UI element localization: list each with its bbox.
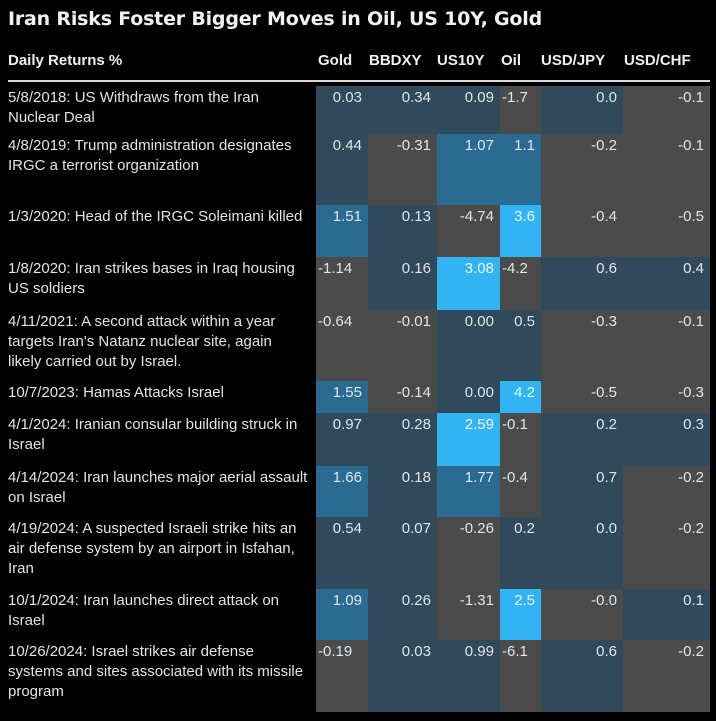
cell-us10y: -0.26 bbox=[437, 517, 500, 589]
cell-gold: 1.66 bbox=[316, 466, 368, 517]
table-row: 4/11/2021: A second attack within a year… bbox=[0, 310, 716, 381]
cell-usdchf: -0.1 bbox=[623, 86, 710, 134]
cell-oil: 0.5 bbox=[500, 310, 541, 381]
event-label: 4/11/2021: A second attack within a year… bbox=[8, 313, 276, 370]
cell-gold: 0.03 bbox=[316, 86, 368, 134]
cell-us10y: 2.59 bbox=[437, 413, 500, 466]
cell-gold: 1.51 bbox=[316, 205, 368, 257]
cell-oil: 2.5 bbox=[500, 589, 541, 640]
cell-usdjpy: -0.0 bbox=[541, 589, 623, 640]
cell-usdjpy: 0.6 bbox=[541, 640, 623, 712]
cell-usdjpy: -0.2 bbox=[541, 134, 623, 205]
event-label: 4/14/2024: Iran launches major aerial as… bbox=[8, 469, 308, 506]
cell-bbdxy: -0.31 bbox=[368, 134, 437, 205]
event-label: 4/19/2024: A suspected Israeli strike hi… bbox=[8, 520, 297, 577]
cell-us10y: -1.31 bbox=[437, 589, 500, 640]
cell-usdjpy: -0.4 bbox=[541, 205, 623, 257]
cell-oil: 4.2 bbox=[500, 381, 541, 413]
cell-usdjpy: 0.2 bbox=[541, 413, 623, 466]
cell-oil: -0.4 bbox=[500, 466, 541, 517]
table-header: Daily Returns % Gold BBDXY US10Y Oil USD… bbox=[0, 52, 716, 80]
cell-oil: -4.2 bbox=[500, 257, 541, 310]
cell-usdchf: -0.2 bbox=[623, 466, 710, 517]
event-label: 1/8/2020: Iran strikes bases in Iraq hou… bbox=[8, 260, 295, 297]
event-label: 10/1/2024: Iran launches direct attack o… bbox=[8, 592, 280, 629]
table-row: 10/26/2024: Israel strikes air defense s… bbox=[0, 640, 716, 712]
cell-bbdxy: -0.14 bbox=[368, 381, 437, 413]
event-label: 10/7/2023: Hamas Attacks Israel bbox=[8, 384, 224, 401]
chart-title: Iran Risks Foster Bigger Moves in Oil, U… bbox=[8, 8, 542, 30]
event-label: 1/3/2020: Head of the IRGC Soleimani kil… bbox=[8, 208, 303, 225]
cell-us10y: 0.00 bbox=[437, 310, 500, 381]
cell-gold: -1.14 bbox=[316, 257, 368, 310]
cell-usdchf: 0.1 bbox=[623, 589, 710, 640]
table-row: 10/1/2024: Iran launches direct attack o… bbox=[0, 589, 716, 640]
cell-oil: 1.1 bbox=[500, 134, 541, 205]
cell-gold: 0.54 bbox=[316, 517, 368, 589]
cell-gold: -0.19 bbox=[316, 640, 368, 712]
cell-oil: -1.7 bbox=[500, 86, 541, 134]
cell-usdchf: -0.1 bbox=[623, 134, 710, 205]
cell-gold: 0.97 bbox=[316, 413, 368, 466]
table-row: 4/1/2024: Iranian consular building stru… bbox=[0, 413, 716, 466]
cell-bbdxy: 0.16 bbox=[368, 257, 437, 310]
cell-gold: 1.55 bbox=[316, 381, 368, 413]
cell-bbdxy: 0.34 bbox=[368, 86, 437, 134]
cell-oil: -0.1 bbox=[500, 413, 541, 466]
cell-us10y: 1.07 bbox=[437, 134, 500, 205]
cell-gold: 0.44 bbox=[316, 134, 368, 205]
header-divider bbox=[8, 80, 710, 82]
cell-usdchf: -0.5 bbox=[623, 205, 710, 257]
cell-usdjpy: 0.0 bbox=[541, 86, 623, 134]
table-row: 1/3/2020: Head of the IRGC Soleimani kil… bbox=[0, 205, 716, 257]
table-row: 1/8/2020: Iran strikes bases in Iraq hou… bbox=[0, 257, 716, 310]
cell-us10y: 0.00 bbox=[437, 381, 500, 413]
column-header-gold: Gold bbox=[318, 52, 353, 69]
cell-bbdxy: 0.07 bbox=[368, 517, 437, 589]
cell-us10y: 0.09 bbox=[437, 86, 500, 134]
cell-oil: 3.6 bbox=[500, 205, 541, 257]
cell-oil: 0.2 bbox=[500, 517, 541, 589]
cell-us10y: 0.99 bbox=[437, 640, 500, 712]
cell-us10y: -4.74 bbox=[437, 205, 500, 257]
cell-gold: -0.64 bbox=[316, 310, 368, 381]
cell-usdchf: 0.3 bbox=[623, 413, 710, 466]
cell-us10y: 3.08 bbox=[437, 257, 500, 310]
cell-usdchf: -0.1 bbox=[623, 310, 710, 381]
cell-gold: 1.09 bbox=[316, 589, 368, 640]
cell-us10y: 1.77 bbox=[437, 466, 500, 517]
cell-bbdxy: 0.28 bbox=[368, 413, 437, 466]
cell-bbdxy: 0.03 bbox=[368, 640, 437, 712]
column-header-bbdxy: BBDXY bbox=[369, 52, 422, 69]
cell-bbdxy: 0.26 bbox=[368, 589, 437, 640]
column-header-us10y: US10Y bbox=[437, 52, 485, 69]
table-row: 4/14/2024: Iran launches major aerial as… bbox=[0, 466, 716, 517]
table-row: 5/8/2018: US Withdraws from the Iran Nuc… bbox=[0, 86, 716, 134]
event-label: 4/8/2019: Trump administration designate… bbox=[8, 137, 292, 174]
column-header-usdchf: USD/CHF bbox=[624, 52, 691, 69]
cell-bbdxy: 0.13 bbox=[368, 205, 437, 257]
cell-bbdxy: -0.01 bbox=[368, 310, 437, 381]
event-label: 10/26/2024: Israel strikes air defense s… bbox=[8, 643, 304, 700]
cell-usdjpy: -0.3 bbox=[541, 310, 623, 381]
cell-usdjpy: 0.7 bbox=[541, 466, 623, 517]
column-header-usdjpy: USD/JPY bbox=[541, 52, 606, 69]
table-row: 4/8/2019: Trump administration designate… bbox=[0, 134, 716, 205]
table-row: 4/19/2024: A suspected Israeli strike hi… bbox=[0, 517, 716, 589]
event-label: 4/1/2024: Iranian consular building stru… bbox=[8, 416, 298, 453]
cell-usdjpy: 0.6 bbox=[541, 257, 623, 310]
table-row: 10/7/2023: Hamas Attacks Israel 1.55 -0.14… bbox=[0, 381, 716, 413]
cell-usdjpy: -0.5 bbox=[541, 381, 623, 413]
cell-usdchf: -0.3 bbox=[623, 381, 710, 413]
event-label: 5/8/2018: US Withdraws from the Iran Nuc… bbox=[8, 89, 259, 126]
cell-usdchf: -0.2 bbox=[623, 517, 710, 589]
row-header: Daily Returns % bbox=[8, 52, 123, 69]
cell-usdchf: 0.4 bbox=[623, 257, 710, 310]
cell-usdchf: -0.2 bbox=[623, 640, 710, 712]
cell-oil: -6.1 bbox=[500, 640, 541, 712]
column-header-oil: Oil bbox=[501, 52, 522, 69]
cell-usdjpy: 0.0 bbox=[541, 517, 623, 589]
cell-bbdxy: 0.18 bbox=[368, 466, 437, 517]
